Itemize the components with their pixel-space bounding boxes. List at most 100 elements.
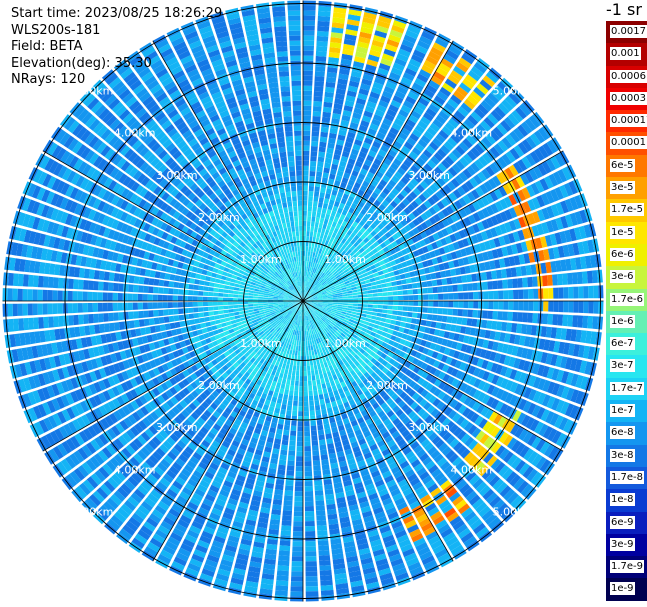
range-bin: [404, 67, 417, 77]
range-bin: [326, 271, 332, 276]
range-bin: [334, 258, 340, 264]
range-bin: [353, 234, 360, 241]
range-bin: [383, 208, 391, 216]
range-bin: [327, 304, 333, 307]
range-bin: [307, 296, 313, 299]
range-bin: [309, 289, 314, 294]
range-bin: [482, 281, 488, 290]
range-bin: [453, 333, 460, 341]
range-bin: [428, 266, 435, 273]
range-bin: [423, 200, 432, 209]
range-bin: [305, 576, 318, 582]
range-bin: [309, 236, 313, 242]
range-bin: [360, 280, 366, 285]
range-bin: [315, 275, 320, 280]
range-bin: [385, 153, 395, 162]
range-bin: [479, 183, 489, 195]
range-bin: [331, 269, 337, 274]
range-bin: [307, 340, 311, 346]
range-bin: [353, 198, 360, 206]
range-bin: [400, 104, 412, 114]
range-bin: [333, 154, 341, 161]
range-bin: [486, 250, 494, 260]
range-bin: [384, 223, 392, 231]
range-bin: [416, 170, 426, 180]
range-bin: [361, 287, 368, 291]
range-bin: [293, 516, 303, 522]
range-bin: [396, 213, 404, 222]
range-bin: [408, 114, 419, 124]
range-bin: [312, 304, 318, 307]
range-bin: [334, 265, 340, 271]
range-bin: [393, 118, 404, 127]
range-bin: [428, 206, 437, 216]
range-bin: [372, 81, 384, 90]
range-bin: [543, 248, 550, 261]
range-bin: [283, 505, 293, 511]
range-bin: [459, 266, 466, 275]
range-bin: [502, 311, 508, 321]
range-bin: [384, 195, 393, 204]
range-bin: [396, 315, 402, 321]
range-bin: [486, 217, 494, 228]
range-bin: [327, 302, 333, 304]
range-bin: [528, 168, 539, 181]
range-bin: [483, 181, 493, 192]
range-bin: [431, 241, 439, 250]
range-bin: [432, 137, 443, 148]
range-bin: [482, 75, 496, 88]
range-bin: [416, 215, 424, 224]
range-bin: [569, 228, 577, 242]
range-bin: [354, 56, 366, 64]
range-bin: [304, 506, 314, 512]
range-bin: [453, 129, 465, 141]
range-bin: [355, 160, 363, 168]
range-bin: [293, 395, 298, 401]
range-bin: [433, 71, 446, 82]
range-bin: [569, 405, 579, 419]
range-bin: [450, 213, 459, 223]
range-bin: [305, 286, 307, 292]
range-bin: [383, 301, 389, 305]
range-bin: [361, 310, 368, 314]
range-bin: [362, 290, 368, 295]
range-bin: [425, 84, 438, 94]
range-bin: [339, 282, 345, 287]
range-bin: [388, 271, 395, 277]
range-bin: [546, 396, 556, 409]
range-bin: [504, 367, 513, 378]
range-bin: [573, 227, 582, 241]
range-bin: [435, 322, 442, 329]
range-bin: [422, 307, 428, 313]
range-bin: [433, 223, 441, 232]
range-bin: [375, 153, 385, 162]
range-bin: [316, 379, 321, 385]
range-bin: [312, 267, 316, 273]
range-bin: [316, 166, 323, 173]
range-bin: [313, 196, 319, 202]
range-bin: [447, 308, 453, 316]
range-bin: [451, 316, 458, 324]
range-bin: [406, 347, 413, 355]
range-bin: [381, 331, 388, 337]
range-bin: [400, 219, 408, 227]
range-bin: [569, 358, 578, 371]
range-bin: [319, 287, 325, 291]
range-bin: [305, 345, 309, 351]
range-bin: [385, 277, 391, 283]
range-bin: [440, 270, 447, 278]
range-bin: [312, 111, 322, 117]
range-bin: [333, 7, 347, 14]
range-bin: [544, 234, 553, 247]
range-bin: [422, 149, 433, 159]
range-bin: [313, 286, 318, 291]
range-bin: [520, 241, 528, 253]
range-bin: [393, 158, 402, 167]
range-bin: [353, 228, 360, 235]
range-bin: [413, 105, 424, 116]
range-bin: [414, 241, 422, 249]
range-bin: [311, 430, 318, 436]
range-bin: [477, 171, 487, 182]
range-bin: [528, 115, 541, 129]
range-bin: [366, 233, 374, 241]
